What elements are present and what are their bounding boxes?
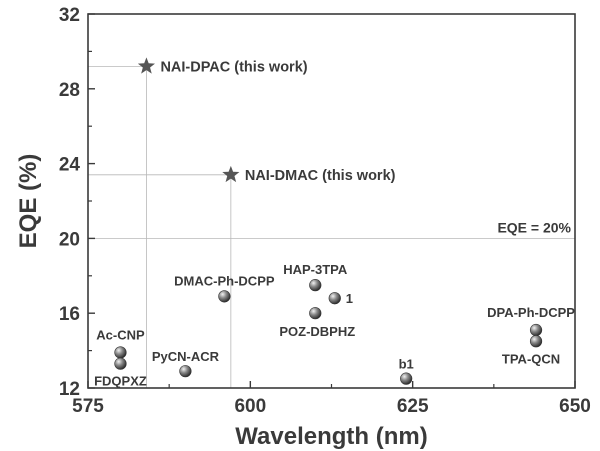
data-point-7 (400, 372, 413, 385)
data-point-label-4: HAP-3TPA (283, 262, 348, 277)
y-axis-title: EQE (%) (15, 154, 42, 249)
x-tick-label-650: 650 (559, 396, 591, 417)
y-tick-label-24: 24 (59, 155, 81, 176)
x-tick-label-625: 625 (397, 396, 429, 417)
x-tick-label-575: 575 (72, 396, 104, 417)
data-point-5 (328, 292, 341, 305)
data-point-0 (114, 346, 127, 359)
data-point-label-6: POZ-DBPHZ (279, 324, 355, 339)
data-point-label-0: Ac-CNP (96, 327, 145, 342)
y-tick-label-16: 16 (59, 304, 80, 325)
data-point-label-1: FDQPXZ (94, 374, 147, 389)
data-point-label-7: b1 (399, 357, 414, 372)
data-point-8 (529, 323, 543, 337)
star-point-label-0: NAI-DPAC (this work) (160, 59, 307, 75)
y-tick-label-20: 20 (59, 229, 80, 250)
star-point-label-1: NAI-DMAC (this work) (245, 168, 396, 184)
star-point-0 (137, 57, 155, 74)
data-point-label-8: DPA-Ph-DCPP (487, 305, 575, 320)
data-point-4 (309, 279, 322, 292)
y-tick-label-32: 32 (59, 5, 80, 26)
data-point-6 (309, 307, 322, 320)
data-point-1 (114, 357, 127, 370)
y-tick-label-12: 12 (59, 379, 80, 400)
y-tick-label-28: 28 (59, 80, 80, 101)
data-point-3 (218, 290, 231, 303)
data-point-label-2: PyCN-ACR (152, 349, 220, 364)
data-point-label-3: DMAC-Ph-DCPP (174, 273, 275, 288)
x-tick-label-600: 600 (234, 396, 266, 417)
label-layer: EQE = 20% NAI-DPAC (this work) NAI-DMAC (t… (94, 59, 575, 388)
grid-layer (88, 65, 575, 388)
point-layer (114, 57, 543, 385)
data-point-label-9: TPA-QCN (502, 351, 560, 366)
data-point-2 (179, 365, 192, 378)
data-point-label-5: 1 (346, 291, 353, 306)
reference-line-label: EQE = 20% (497, 219, 571, 235)
tick-layer: 575 600 625 650 12 16 20 24 28 32 (59, 5, 591, 417)
star-point-1 (222, 165, 240, 183)
x-axis-title: Wavelength (nm) (235, 423, 427, 450)
data-point-9 (529, 335, 543, 348)
